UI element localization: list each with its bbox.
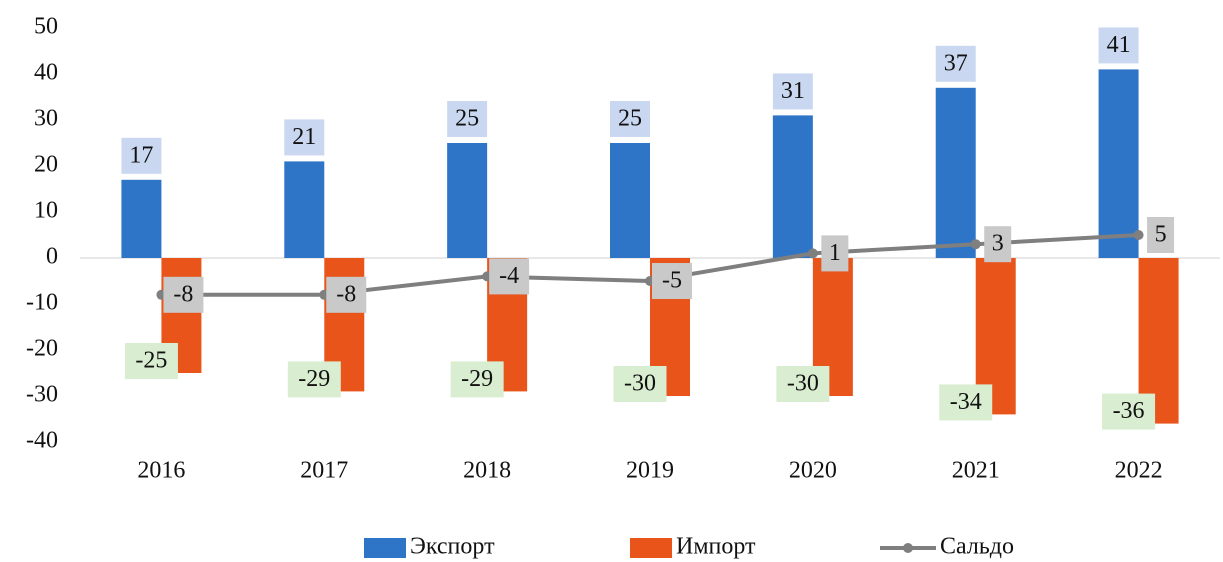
y-tick-label: 10	[34, 198, 58, 224]
x-tick-label: 2021	[952, 458, 1000, 484]
data-label: -5	[662, 268, 682, 294]
data-label-bg	[1102, 393, 1156, 430]
bar	[610, 143, 650, 258]
y-tick-label: -10	[26, 290, 58, 316]
bar	[447, 143, 488, 258]
data-label-bg	[121, 137, 162, 174]
data-label: -25	[135, 348, 167, 374]
data-label-bg	[652, 263, 692, 299]
data-label: 31	[781, 78, 805, 104]
bar	[121, 179, 162, 258]
line-marker	[970, 239, 981, 250]
data-label-bg	[124, 343, 178, 379]
data-label: -36	[1113, 398, 1145, 424]
line-marker	[807, 248, 818, 259]
legend-swatch-marker	[903, 543, 913, 553]
legend-label: Импорт	[676, 534, 756, 560]
bar	[284, 161, 325, 258]
data-label-bg	[610, 101, 650, 137]
data-label-bg	[326, 276, 367, 313]
y-tick-label: -20	[26, 336, 58, 362]
data-label-bg	[489, 258, 530, 295]
data-label: -29	[298, 366, 330, 392]
data-label-bg	[939, 384, 993, 421]
x-tick-label: 2022	[1115, 458, 1163, 484]
data-label: 21	[292, 124, 316, 150]
data-label-bg	[163, 276, 204, 313]
y-tick-label: 40	[34, 60, 58, 86]
data-label: 5	[1155, 222, 1167, 248]
data-label: -4	[499, 263, 519, 289]
data-label: -8	[336, 281, 356, 307]
data-label-bg	[776, 366, 830, 402]
data-label: 17	[129, 142, 153, 168]
bar	[772, 115, 813, 259]
data-label: 25	[455, 106, 479, 132]
data-label-bg	[284, 119, 325, 156]
data-label: 41	[1107, 32, 1131, 58]
data-label-bg	[1147, 217, 1175, 253]
bar	[935, 87, 976, 258]
data-label-bg	[287, 361, 341, 398]
data-label-bg	[935, 45, 976, 82]
data-label-bg	[447, 101, 488, 137]
x-tick-label: 2017	[300, 458, 348, 484]
y-tick-label: -40	[26, 428, 58, 454]
data-label-bg	[1098, 27, 1139, 64]
x-tick-label: 2018	[463, 458, 511, 484]
data-label: -29	[461, 366, 493, 392]
legend-label: Сальдо	[940, 534, 1014, 560]
y-tick-label: 0	[46, 244, 58, 270]
data-label: -30	[624, 371, 656, 397]
bar	[1098, 69, 1139, 259]
line-marker	[1133, 230, 1144, 240]
data-label-bg	[984, 226, 1012, 263]
y-tick-label: 20	[34, 152, 58, 178]
data-label: -8	[173, 281, 193, 307]
data-label-bg	[613, 366, 667, 402]
data-label: 25	[618, 106, 642, 132]
legend-swatch	[630, 538, 672, 558]
legend-swatch	[364, 538, 406, 558]
x-tick-label: 2016	[137, 458, 185, 484]
data-label: 37	[944, 50, 968, 76]
data-label-bg	[772, 73, 813, 110]
y-tick-label: 50	[34, 14, 58, 40]
y-tick-label: -30	[26, 382, 58, 408]
data-label: 3	[992, 231, 1004, 257]
data-label-bg	[821, 235, 849, 272]
data-label: 1	[829, 240, 841, 266]
x-tick-label: 2019	[626, 458, 674, 484]
data-label: -30	[787, 371, 819, 397]
y-tick-label: 30	[34, 106, 58, 132]
x-tick-label: 2020	[789, 458, 837, 484]
data-label-bg	[450, 361, 504, 398]
legend-label: Экспорт	[410, 534, 495, 560]
data-label: -34	[950, 389, 982, 415]
